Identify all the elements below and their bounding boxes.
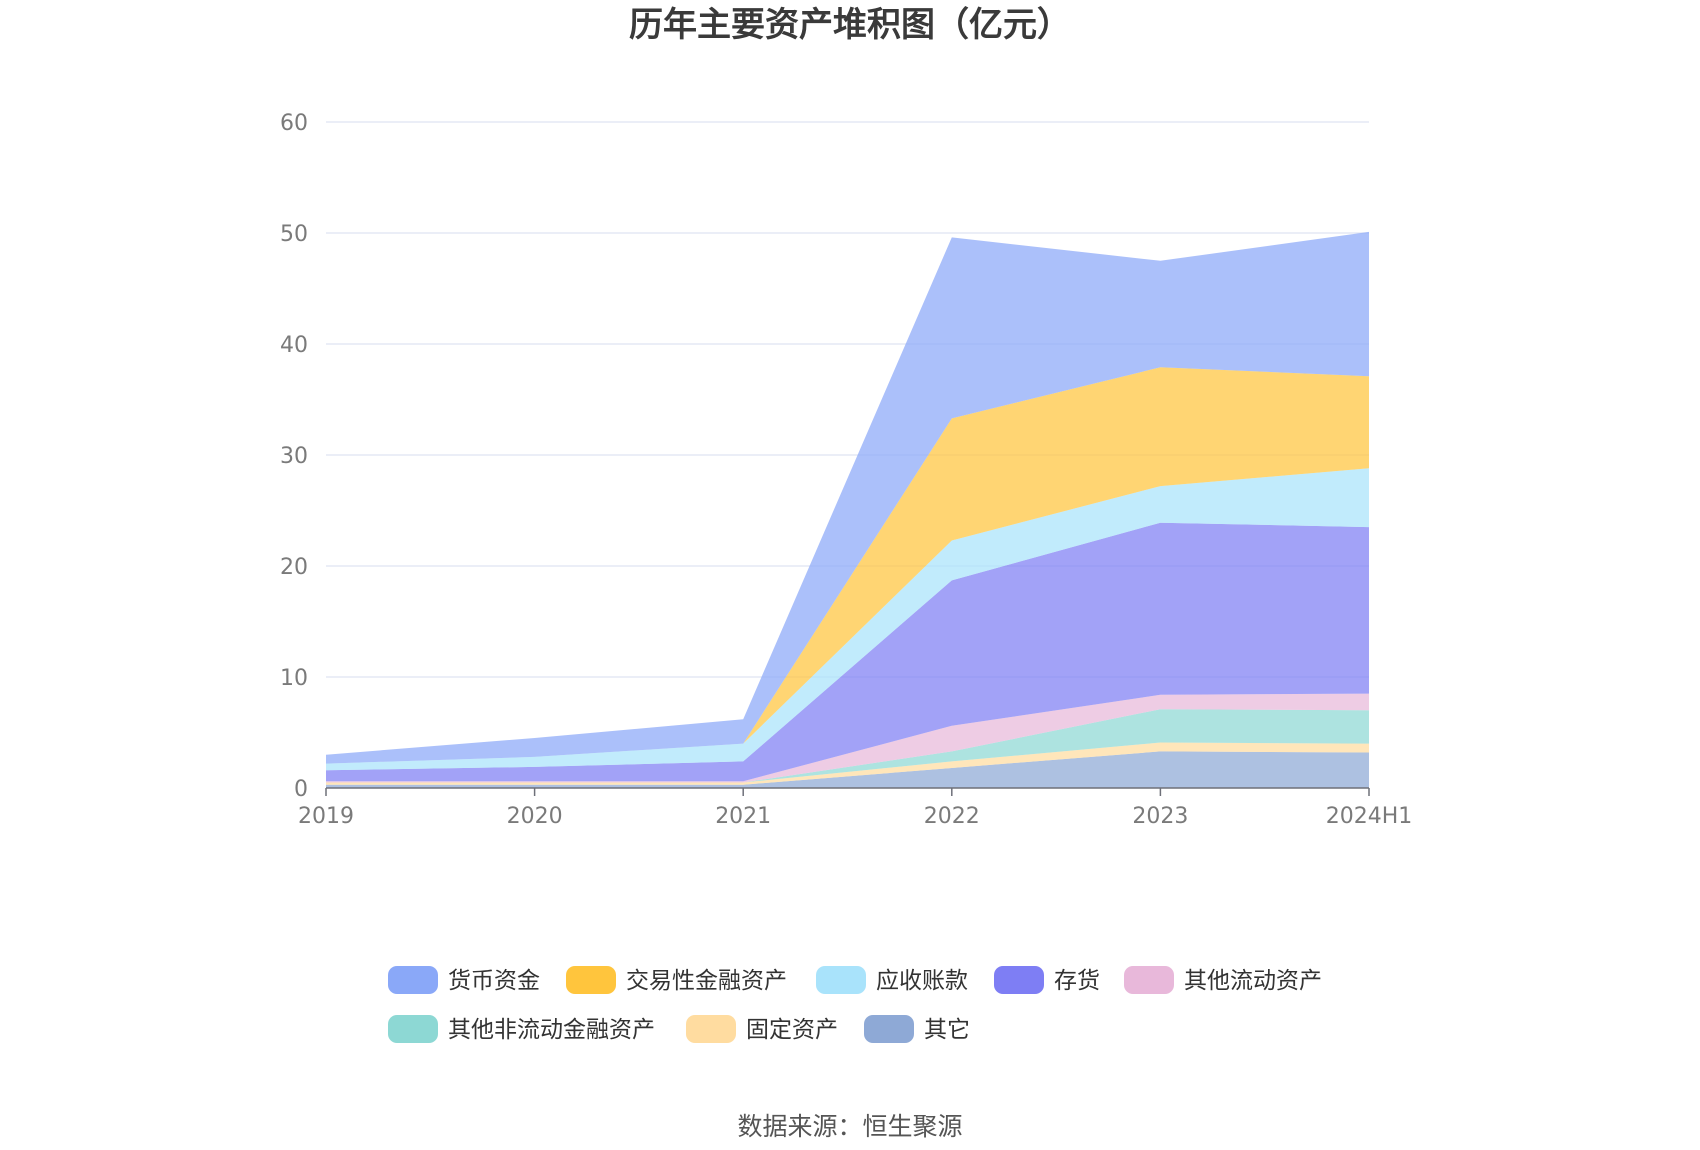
legend-item-其它[interactable]: 其它 (864, 1015, 970, 1043)
legend-swatch (388, 966, 438, 994)
legend-label: 其它 (924, 1017, 970, 1043)
axes: 2019 2020 2021 2022 2023 2024H1 (298, 787, 1413, 829)
area-其他流动资产 (326, 693, 1369, 783)
legend-swatch (566, 966, 616, 994)
area-存货 (326, 522, 1369, 782)
y-tick-label: 60 (280, 111, 308, 136)
legend-item-应收账款[interactable]: 应收账款 (816, 966, 968, 994)
y-tick-label: 0 (294, 777, 308, 802)
x-tick-label: 2023 (1132, 804, 1188, 829)
legend-swatch (864, 1015, 914, 1043)
legend-item-其他流动资产[interactable]: 其他流动资产 (1124, 966, 1322, 994)
data-source: 数据来源：恒生聚源 (737, 1112, 962, 1141)
legend-swatch (994, 966, 1044, 994)
x-tick-label: 2021 (715, 804, 771, 829)
area-series (326, 231, 1369, 788)
legend-swatch (1124, 966, 1174, 994)
legend-swatch (816, 966, 866, 994)
x-tick-label: 2019 (298, 804, 354, 829)
legend-label: 其他非流动金融资产 (448, 1017, 655, 1043)
y-tick-label: 30 (280, 444, 308, 469)
area-固定资产 (326, 742, 1369, 785)
area-其它 (326, 751, 1369, 788)
legend-label: 其他流动资产 (1184, 968, 1322, 994)
x-tick-label: 2022 (924, 804, 980, 829)
legend-label: 存货 (1054, 968, 1100, 994)
area-应收账款 (326, 468, 1369, 771)
legend-label: 固定资产 (746, 1017, 838, 1043)
y-tick-label: 40 (280, 333, 308, 358)
legend-item-交易性金融资产[interactable]: 交易性金融资产 (566, 966, 787, 994)
x-tick-label: 2024H1 (1326, 804, 1413, 829)
legend-label: 货币资金 (448, 968, 540, 994)
legend-swatch (388, 1015, 438, 1043)
legend-swatch (686, 1015, 736, 1043)
area-交易性金融资产 (326, 367, 1369, 764)
legend-item-存货[interactable]: 存货 (994, 966, 1100, 994)
area-其他非流动金融资产 (326, 709, 1369, 783)
grid-lines: 0 10 20 30 40 50 60 (280, 111, 1369, 802)
y-tick-label: 10 (280, 666, 308, 691)
legend-item-货币资金[interactable]: 货币资金 (388, 966, 540, 994)
legend-item-固定资产[interactable]: 固定资产 (686, 1015, 838, 1043)
y-tick-label: 50 (280, 222, 308, 247)
legend-label: 交易性金融资产 (626, 968, 787, 994)
x-tick-label: 2020 (507, 804, 563, 829)
legend-item-其他非流动金融资产[interactable]: 其他非流动金融资产 (388, 1015, 655, 1043)
area-货币资金 (326, 231, 1369, 764)
y-tick-label: 20 (280, 555, 308, 580)
legend-label: 应收账款 (876, 968, 968, 994)
chart-title: 历年主要资产堆积图（亿元） (629, 5, 1071, 45)
